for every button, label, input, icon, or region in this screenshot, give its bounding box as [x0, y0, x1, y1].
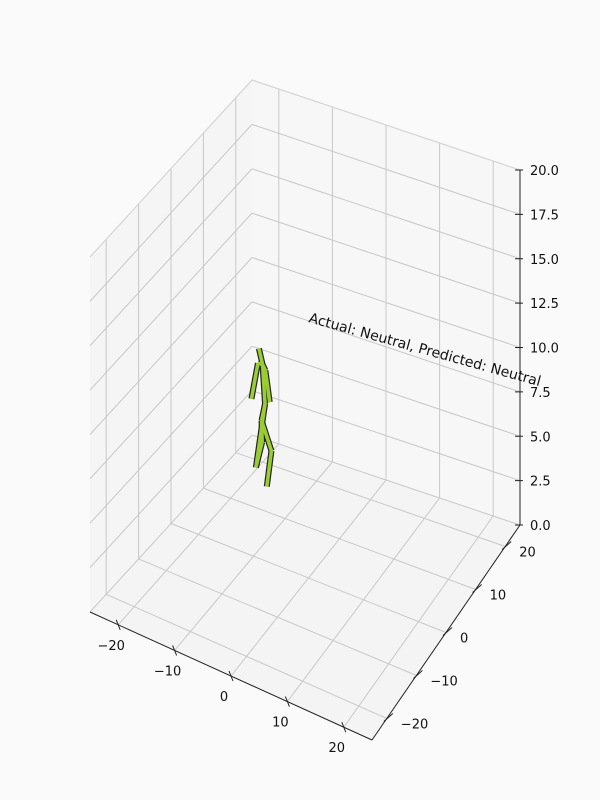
- side-grid-z: [89, 301, 253, 480]
- skeleton-figure: [248, 347, 275, 487]
- y-tick-label: −10: [430, 675, 457, 690]
- back-grid-z: [251, 434, 521, 526]
- z-tick-label: 0.0: [530, 519, 551, 534]
- back-grid-z: [251, 390, 521, 482]
- x-tick-mark: [228, 670, 234, 682]
- x-tick-label: −20: [97, 639, 124, 654]
- back-grid-z: [251, 168, 521, 260]
- floor-grid-y: [235, 452, 506, 547]
- x-tick-mark: [341, 722, 347, 733]
- z-tick-label: 7.5: [530, 386, 551, 401]
- z-tick-label: 20.0: [530, 164, 559, 179]
- bone: [254, 403, 267, 468]
- bone: [249, 362, 260, 400]
- pane-edge: [89, 79, 253, 258]
- z-tick-label: 5.0: [530, 430, 551, 445]
- side-grid-z: [89, 434, 253, 613]
- y-tick-label: 10: [490, 589, 507, 604]
- floor-grid-y: [105, 593, 388, 719]
- y-tick-mark: [501, 541, 512, 550]
- side-grid-z: [89, 124, 253, 302]
- x-tick-mark: [172, 645, 178, 656]
- x-tick-label: −10: [154, 664, 181, 679]
- floor-grid-y: [170, 523, 447, 633]
- back-grid-z: [251, 301, 521, 393]
- z-tick-label: 15.0: [530, 253, 559, 268]
- x-tick-mark: [284, 696, 290, 707]
- z-tick-label: 10.0: [530, 342, 559, 357]
- side-grid-z: [89, 345, 253, 524]
- y-tick-mark: [383, 713, 394, 722]
- x-tick-mark: [115, 619, 121, 630]
- y-tick-mark: [442, 627, 453, 636]
- back-grid-z: [251, 257, 521, 348]
- side-grid-z: [89, 257, 253, 435]
- y-tick-label: −20: [401, 718, 428, 733]
- y-tick-mark: [413, 670, 423, 679]
- z-tick-label: 12.5: [530, 297, 559, 312]
- back-grid-z: [251, 212, 521, 304]
- bone: [263, 370, 272, 403]
- x-tick-label: 10: [272, 716, 289, 731]
- pane-edge: [251, 79, 521, 171]
- back-grid-z: [251, 345, 521, 437]
- floor-grid-y: [138, 558, 417, 676]
- floor-grid-y: [203, 487, 476, 590]
- bone: [265, 450, 274, 487]
- x-tick-label: 0: [220, 690, 228, 705]
- z-tick-label: 2.5: [530, 475, 551, 490]
- tick-labels: −20 −10 0 10 20 −20 −10 0 10 20 0.0 2.5 5.0 7.5 10.0 12…: [97, 164, 558, 756]
- floor-pane: [90, 435, 520, 740]
- y-tick-label: 0: [460, 632, 468, 647]
- side-grid-z: [89, 168, 253, 347]
- z-tick-label: 17.5: [530, 208, 559, 223]
- y-tick-mark: [472, 584, 482, 593]
- back-grid-z: [251, 123, 521, 215]
- x-tick-label: 20: [329, 741, 346, 756]
- bone: [257, 348, 265, 365]
- gridlines: [89, 79, 521, 728]
- y-tick-label: 20: [519, 546, 536, 561]
- bone: [260, 364, 267, 404]
- side-grid-z: [89, 212, 253, 391]
- side-grid-z: [89, 390, 253, 568]
